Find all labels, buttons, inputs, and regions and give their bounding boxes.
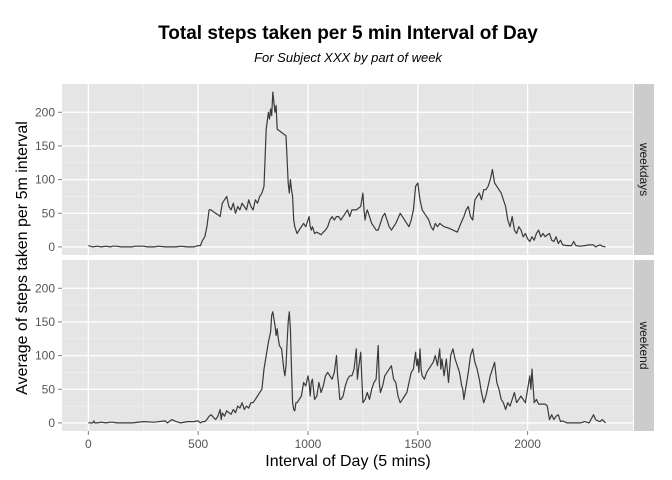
y-tick-label: 0 [48,240,55,254]
series-line-weekend [88,311,606,424]
x-tick-label: 0 [85,437,92,451]
x-tick-label: 1500 [404,437,431,451]
y-tick-label: 150 [35,139,55,153]
y-tick-label: 150 [35,315,55,329]
x-axis-label: Interval of Day (5 mins) [265,453,430,470]
facet-strip [634,260,654,431]
y-tick-label: 0 [48,416,55,430]
x-tick-label: 2000 [514,437,541,451]
y-tick-label: 50 [42,206,56,220]
chart-title: Total steps taken per 5 min Interval of … [158,23,538,44]
facet-strip [634,84,654,255]
facet-label-weekend: weekend [637,320,651,369]
facet-label-weekdays: weekdays [637,142,651,196]
x-tick-label: 1000 [295,437,322,451]
x-tick-label: 500 [188,437,208,451]
y-tick-label: 50 [42,382,56,396]
panel-background [62,84,633,255]
chart-subtitle: For Subject XXX by part of week [254,50,443,65]
y-tick-label: 100 [35,173,55,187]
y-tick-label: 200 [35,281,55,295]
panel-weekdays: 0 50 100 150 200 weekdays [35,84,654,255]
y-tick-label: 200 [35,105,55,119]
panel-weekend: 0 50 100 150 200 weekend [35,260,654,431]
y-tick-label: 100 [35,349,55,363]
series-line-weekdays [88,91,606,248]
y-axis-label: Average of steps taken per 5m interval [14,121,31,395]
